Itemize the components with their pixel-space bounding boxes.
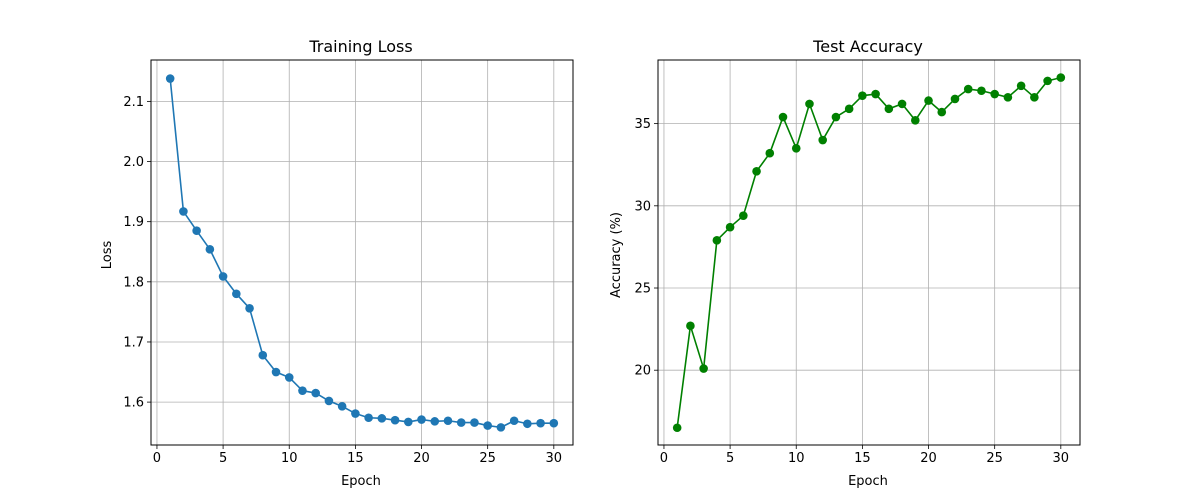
grid xyxy=(151,60,573,445)
data-point xyxy=(536,418,545,428)
data-point xyxy=(549,418,559,428)
x-tick-label: 25 xyxy=(986,451,1003,466)
data-point xyxy=(496,423,506,432)
data-point xyxy=(765,148,775,158)
data-point xyxy=(699,364,708,373)
data-point xyxy=(523,419,532,429)
data-point xyxy=(364,413,373,423)
x-tick-label: 15 xyxy=(854,451,871,466)
y-axis-label: Loss xyxy=(100,241,115,270)
data-point xyxy=(739,211,748,220)
x-tick-label: 5 xyxy=(726,451,734,466)
data-point xyxy=(284,373,294,382)
axes-frame xyxy=(657,59,1081,446)
y-tick-label: 1.8 xyxy=(123,275,144,290)
y-axis-label: Accuracy (%) xyxy=(609,212,624,298)
x-axis-label: Epoch xyxy=(341,474,381,489)
data-point xyxy=(271,367,281,377)
x-tick-label: 0 xyxy=(660,451,668,466)
data-point xyxy=(871,89,880,99)
data-point xyxy=(897,99,907,109)
data-point xyxy=(179,207,188,216)
data-point xyxy=(456,418,466,427)
data-point xyxy=(483,421,492,430)
data-point xyxy=(430,417,440,426)
x-tick-label: 0 xyxy=(153,451,161,466)
data-point xyxy=(192,226,201,235)
data-point xyxy=(844,104,854,114)
data-point xyxy=(258,350,268,360)
x-tick-label: 30 xyxy=(1053,451,1070,466)
y-tick-label: 20 xyxy=(634,364,651,379)
data-point xyxy=(818,135,827,145)
data-point xyxy=(937,107,947,117)
data-point xyxy=(725,222,735,232)
x-tick-label: 30 xyxy=(546,451,563,466)
data-point xyxy=(686,321,695,331)
data-point xyxy=(509,416,519,426)
data-point xyxy=(205,245,215,254)
data-point xyxy=(950,94,960,104)
data-point xyxy=(1030,93,1039,102)
data-point xyxy=(805,99,814,109)
data-point xyxy=(1043,76,1052,86)
data-point xyxy=(232,289,241,299)
data-point xyxy=(990,89,999,99)
x-tick-label: 10 xyxy=(788,451,805,466)
data-point xyxy=(337,402,347,411)
data-point xyxy=(791,143,801,153)
data-point xyxy=(351,409,360,418)
data-point xyxy=(1056,73,1066,82)
data-point xyxy=(218,272,228,281)
data-point xyxy=(911,116,920,125)
chart-title: Test Accuracy xyxy=(812,37,923,56)
data-point xyxy=(1016,81,1026,91)
data-point xyxy=(311,388,320,398)
y-tick-label: 2.0 xyxy=(123,155,144,170)
axes-frame xyxy=(150,59,574,446)
y-tick-label: 25 xyxy=(634,282,651,297)
data-point xyxy=(417,415,426,424)
data-point xyxy=(298,386,307,395)
y-tick-label: 30 xyxy=(634,199,651,214)
data-point xyxy=(245,303,254,313)
data-point xyxy=(443,416,453,426)
data-point xyxy=(377,414,387,423)
x-tick-label: 20 xyxy=(920,451,937,466)
data-point xyxy=(470,418,479,427)
data-point xyxy=(831,112,841,122)
data-point xyxy=(712,236,722,245)
grid xyxy=(658,60,1080,445)
test-accuracy-chart: Test Accuracy Epoch Accuracy (%) 0 5 10 15 2… xyxy=(609,37,1081,489)
data-point xyxy=(778,112,788,122)
data-point xyxy=(963,84,973,94)
x-tick-label: 15 xyxy=(347,451,364,466)
data-point xyxy=(672,423,682,433)
data-point xyxy=(977,86,986,96)
data-point xyxy=(324,396,334,406)
x-tick-label: 20 xyxy=(413,451,430,466)
x-tick-label: 25 xyxy=(479,451,496,466)
chart-title: Training Loss xyxy=(308,37,412,56)
data-point xyxy=(404,417,413,427)
x-axis-label: Epoch xyxy=(848,474,888,489)
data-point xyxy=(858,91,867,100)
data-point xyxy=(165,74,175,83)
y-tick-label: 1.9 xyxy=(123,215,144,230)
y-tick-label: 35 xyxy=(634,117,651,132)
data-point xyxy=(752,166,761,176)
data-point xyxy=(1003,93,1013,102)
y-tick-label: 2.1 xyxy=(123,95,144,110)
y-tick-label: 1.6 xyxy=(123,396,144,411)
x-tick-label: 10 xyxy=(281,451,298,466)
data-point xyxy=(924,96,933,105)
data-point xyxy=(884,104,894,114)
y-tick-label: 1.7 xyxy=(123,335,144,350)
x-tick-label: 5 xyxy=(219,451,227,466)
training-loss-chart: Training Loss Epoch Loss 0 5 10 15 20 25 30 1.6… xyxy=(100,37,574,489)
data-point xyxy=(390,415,400,425)
